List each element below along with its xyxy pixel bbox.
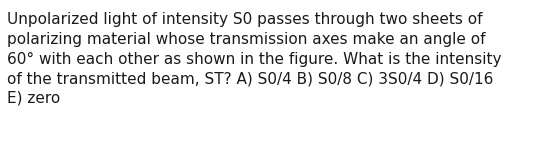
Text: Unpolarized light of intensity S0 passes through two sheets of
polarizing materi: Unpolarized light of intensity S0 passes…	[7, 12, 502, 106]
